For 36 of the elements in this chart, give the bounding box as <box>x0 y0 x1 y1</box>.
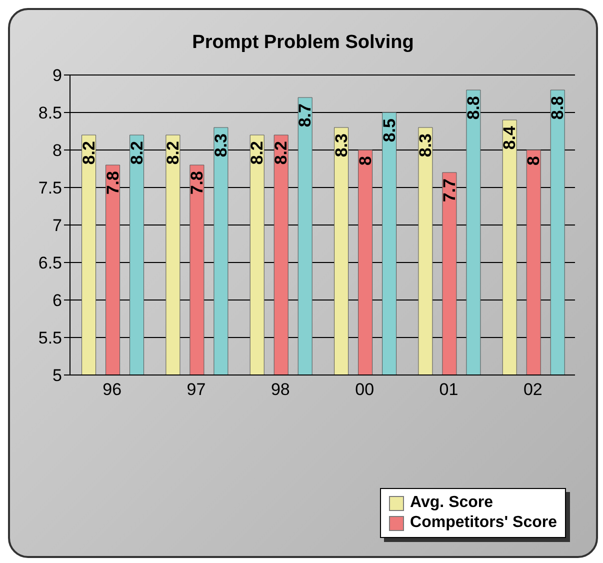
chart-title: Prompt Problem Solving <box>191 32 415 54</box>
y-tick-label: 5.5 <box>38 328 62 348</box>
data-label: 8.7 <box>296 104 315 128</box>
y-tick-label: 9 <box>52 66 62 86</box>
data-label: 8.4 <box>500 125 520 150</box>
y-tick-label: 8.5 <box>38 104 62 123</box>
y-tick-label: 7.5 <box>38 178 62 198</box>
legend-label: Competitors' Score <box>410 514 557 532</box>
x-tick-label: 01 <box>439 380 458 400</box>
y-tick-label: 7 <box>52 216 62 236</box>
x-tick-label: 98 <box>270 380 290 400</box>
y-tick-label: 6 <box>52 291 62 310</box>
y-tick-label: 6.5 <box>38 254 62 273</box>
data-label: 8.2 <box>127 141 146 165</box>
data-label: 8.2 <box>163 141 182 165</box>
data-label: 8.3 <box>416 134 435 158</box>
x-tick-label: 00 <box>355 380 374 400</box>
x-tick-label: 02 <box>523 380 542 400</box>
data-label: 8.8 <box>548 96 568 120</box>
data-label: 8.3 <box>211 134 230 158</box>
data-label: 8.3 <box>332 134 351 158</box>
data-label: 8.8 <box>464 96 483 120</box>
x-tick-label: 97 <box>186 380 206 400</box>
y-tick-label: 5 <box>52 366 62 386</box>
x-tick-label: 96 <box>102 380 122 400</box>
data-label: 7.8 <box>187 171 206 195</box>
data-label: 7.7 <box>440 178 459 202</box>
data-label: 8.2 <box>272 141 291 165</box>
data-label: 7.8 <box>103 171 122 195</box>
legend-label: Avg. Score <box>410 494 494 512</box>
data-label: 8.2 <box>248 141 267 165</box>
y-tick-label: 8 <box>52 141 62 160</box>
data-label: 8.5 <box>380 118 399 142</box>
data-label: 8 <box>524 156 544 166</box>
data-label: 8.2 <box>79 141 98 165</box>
data-label: 8 <box>356 156 375 166</box>
